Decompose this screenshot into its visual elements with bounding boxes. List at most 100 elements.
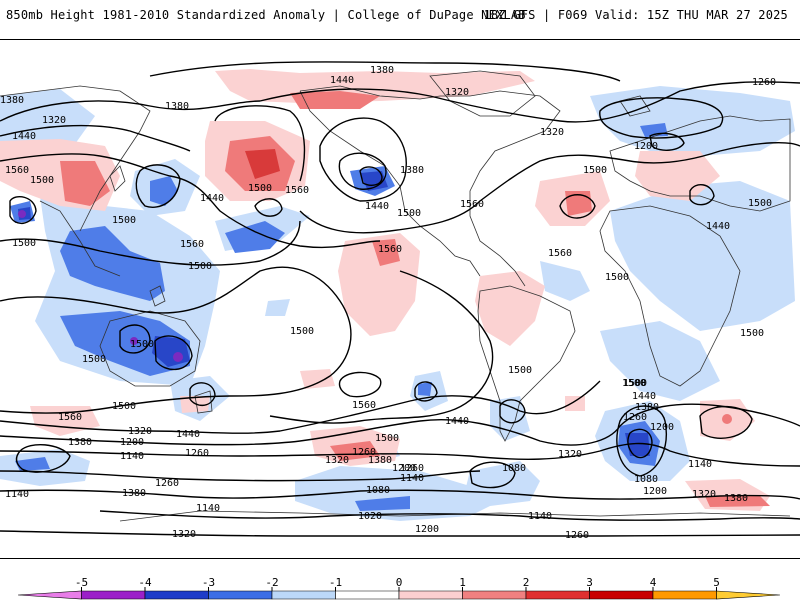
colorbar-ticks: -5 -4 -3 -2 -1 0 1 2 3 4 5	[75, 576, 720, 591]
colorbar-tick-label: -4	[138, 576, 152, 589]
height-label: 1500	[82, 354, 106, 365]
colorbar-tick-label: 0	[396, 576, 403, 589]
height-label: 1140	[400, 473, 424, 484]
colorbar-svg: -5 -4 -3 -2 -1 0 1 2 3 4 5	[17, 576, 781, 600]
height-label: 1500	[748, 198, 772, 209]
height-label: 1500	[583, 165, 607, 176]
colorbar-swatch	[208, 590, 273, 600]
height-label: 1440	[176, 429, 200, 440]
colorbar-swatch	[144, 590, 209, 600]
model-run-label: 18Z GFS | F069 Valid: 15Z THU MAR 27 202…	[483, 8, 788, 22]
height-label: 1260	[155, 478, 179, 489]
height-label: 1500	[112, 401, 136, 412]
height-label: 1440	[12, 131, 36, 142]
height-label: 1500	[397, 208, 421, 219]
height-label: 1380	[68, 437, 92, 448]
height-label: 1380	[165, 101, 189, 112]
height-label: 1380	[370, 65, 394, 76]
height-label: 1560	[378, 244, 402, 255]
map-svg: 1380 1440 1320 1260 1380 1320 1440 1380 …	[0, 61, 800, 541]
height-label: 1440	[445, 416, 469, 427]
colorbar-tick-label: -5	[75, 576, 88, 589]
height-label: 1200	[415, 524, 439, 535]
colorbar-swatch	[462, 590, 527, 600]
height-label: 1500	[130, 339, 154, 350]
height-label: 1320	[540, 127, 564, 138]
height-label: 1140	[5, 489, 29, 500]
height-label: 1500	[605, 272, 629, 283]
height-label: 1260	[185, 448, 209, 459]
height-label: 1500	[188, 261, 212, 272]
height-label: 1080	[366, 485, 390, 496]
height-label: 1200	[392, 463, 416, 474]
height-label: 1500	[12, 238, 36, 249]
height-label: 1260	[352, 447, 376, 458]
colorbar-tick-label: 3	[586, 576, 593, 589]
height-label: 1200	[634, 141, 658, 152]
height-label: 1260	[752, 77, 776, 88]
height-label: 1140	[528, 511, 552, 522]
height-label: 1260	[623, 412, 647, 423]
chart-title: 850mb Height 1981-2010 Standardized Anom…	[6, 8, 526, 22]
height-label: 1260	[400, 463, 424, 474]
colorbar-swatch	[335, 590, 400, 600]
colorbar-tick-label: 5	[713, 576, 720, 589]
height-label: 1380	[635, 402, 659, 413]
colorbar-swatch	[81, 590, 146, 600]
colorbar-tick-label: 4	[650, 576, 657, 589]
height-label: 1440	[632, 391, 656, 402]
height-label: 1560	[460, 199, 484, 210]
height-label: 1560	[180, 239, 204, 250]
colorbar-swatches	[17, 590, 781, 600]
colorbar-swatch	[652, 590, 717, 600]
height-label: 1320	[172, 529, 196, 540]
height-label: 1380	[400, 165, 424, 176]
height-label: 1140	[120, 451, 144, 462]
height-label: 1440	[365, 201, 389, 212]
colorbar-tick-label: 2	[523, 576, 530, 589]
colorbar-tick-label: -1	[329, 576, 342, 589]
colorbar-tick-label: 1	[459, 576, 466, 589]
colorbar-tick-label: -2	[265, 576, 278, 589]
colorbar-legend: -5 -4 -3 -2 -1 0 1 2 3 4 5	[0, 560, 800, 600]
height-label: 1320	[325, 455, 349, 466]
height-label: 1500	[740, 328, 764, 339]
colorbar-swatch	[398, 590, 463, 600]
height-label: 1500	[112, 215, 136, 226]
height-label: 1380	[368, 455, 392, 466]
colorbar-tick-label: -3	[202, 576, 215, 589]
height-label: 1380	[0, 95, 24, 106]
height-label: 1560	[58, 412, 82, 423]
height-label: 1560	[5, 165, 29, 176]
colorbar-swatch	[525, 590, 590, 600]
height-label: 1560	[352, 400, 376, 411]
negative-anomaly-shading-extreme	[18, 210, 183, 362]
height-label: 1500	[375, 433, 399, 444]
height-label: 1560	[285, 185, 309, 196]
height-label: 1500	[290, 326, 314, 337]
height-label: 1260	[565, 530, 589, 541]
positive-anomaly-shading-deep	[245, 149, 280, 179]
height-label: 1380	[724, 493, 748, 504]
height-label: 1500	[30, 175, 54, 186]
negative-anomaly-shading-strong	[10, 123, 668, 511]
height-label: 1500	[623, 378, 647, 389]
height-label: 1200	[643, 486, 667, 497]
height-label: 1320	[445, 87, 469, 98]
height-label: 1560	[548, 248, 572, 259]
height-label: 1140	[196, 503, 220, 514]
height-label: 1200	[650, 422, 674, 433]
height-label: 1500	[248, 183, 272, 194]
height-label-group: 1380 1440 1320 1260 1380 1320 1440 1380 …	[0, 65, 776, 541]
height-label: 1080	[502, 463, 526, 474]
colorbar-swatch	[271, 590, 336, 600]
height-label: 1440	[330, 75, 354, 86]
height-label: 1320	[42, 115, 66, 126]
colorbar-swatch	[716, 590, 781, 600]
colorbar-swatch	[589, 590, 654, 600]
colorbar-swatch	[17, 590, 82, 600]
height-label: 1440	[200, 193, 224, 204]
height-label: 1020	[358, 511, 382, 522]
height-label: 1320	[692, 489, 716, 500]
height-label: 1080	[634, 474, 658, 485]
